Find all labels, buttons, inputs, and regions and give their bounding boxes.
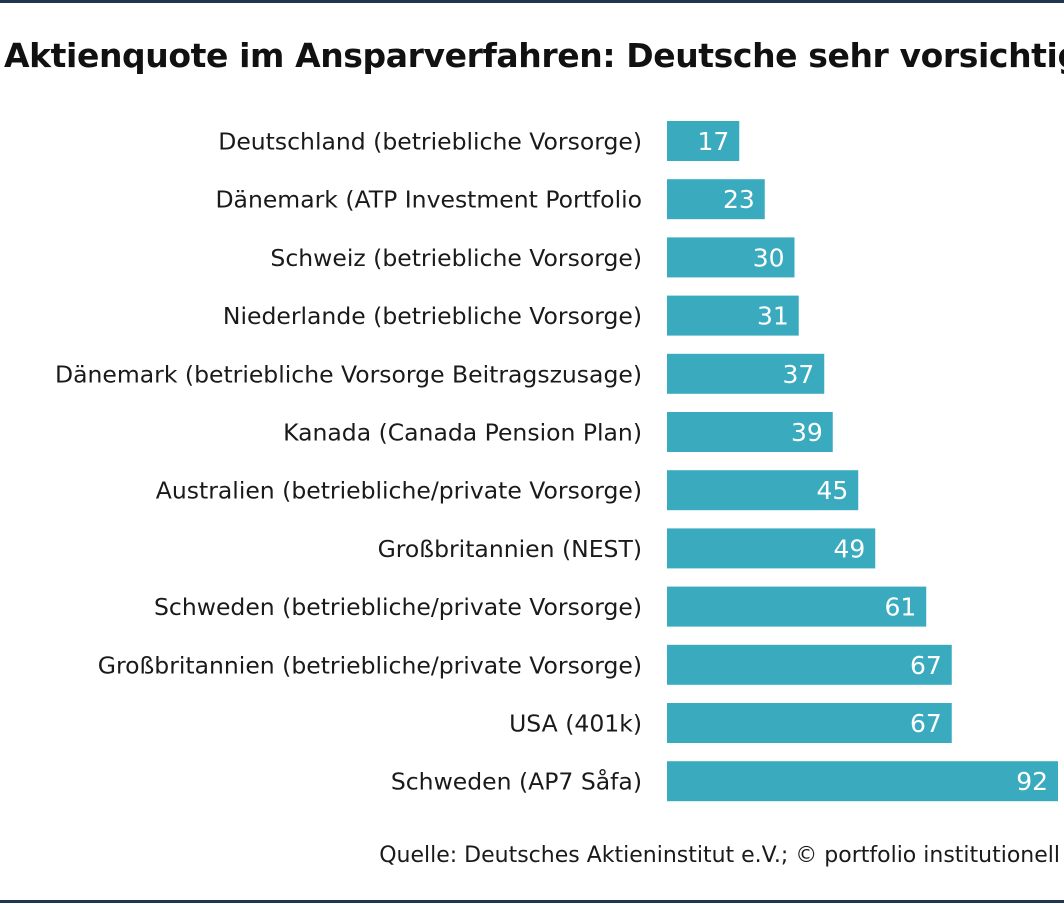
bar [667, 237, 795, 278]
bar [667, 295, 799, 336]
top-rule [0, 0, 1064, 3]
category-label: Schweden (betriebliche/private Vorsorge) [154, 593, 642, 621]
bar-value-label: 49 [833, 534, 865, 563]
category-label: USA (401k) [509, 710, 642, 738]
bar [667, 586, 927, 627]
bar-value-label: 39 [791, 418, 823, 447]
bar-value-label: 30 [753, 243, 785, 272]
value-labels: 17 23 30 31 37 39 45 49 61 67 67 92 [697, 127, 1048, 796]
bar [667, 703, 952, 743]
bar [667, 353, 825, 394]
category-label: Australien (betriebliche/private Vorsorg… [156, 477, 642, 505]
bar [667, 528, 876, 569]
bar [667, 644, 952, 685]
chart-title: Aktienquote im Ansparverfahren: Deutsche… [4, 36, 1064, 75]
bar [667, 121, 740, 161]
category-label: Niederlande (betriebliche Vorsorge) [223, 302, 642, 330]
category-label: Dänemark (ATP Investment Portfolio [215, 186, 642, 214]
bar-value-label: 17 [697, 127, 729, 156]
bars [667, 121, 1058, 802]
category-label: Dänemark (betriebliche Vorsorge Beitrags… [55, 360, 642, 388]
bar-value-label: 45 [816, 476, 848, 505]
category-label: Deutschland (betriebliche Vorsorge) [218, 128, 642, 156]
source-note: Quelle: Deutsches Aktieninstitut e.V.; ©… [379, 843, 1060, 868]
category-label: Kanada (Canada Pension Plan) [283, 419, 642, 447]
bar-value-label: 92 [1016, 767, 1048, 796]
category-labels: Deutschland (betriebliche Vorsorge) Dänem… [55, 128, 642, 796]
bar-value-label: 61 [884, 593, 916, 622]
bar-value-label: 37 [782, 360, 814, 389]
category-label: Schweden (AP7 Såfa) [391, 768, 642, 796]
category-label: Großbritannien (NEST) [378, 535, 642, 563]
bar-value-label: 67 [910, 651, 942, 680]
bar-value-label: 67 [910, 709, 942, 738]
bar [667, 179, 765, 220]
bar [667, 470, 859, 511]
category-label: Schweiz (betriebliche Vorsorge) [270, 244, 642, 272]
bar-value-label: 31 [757, 302, 789, 331]
bar-value-label: 23 [723, 185, 755, 214]
bottom-rule [0, 900, 1064, 903]
category-label: Großbritannien (betriebliche/private Vor… [98, 651, 642, 679]
bar [667, 412, 833, 452]
bar [667, 761, 1058, 802]
